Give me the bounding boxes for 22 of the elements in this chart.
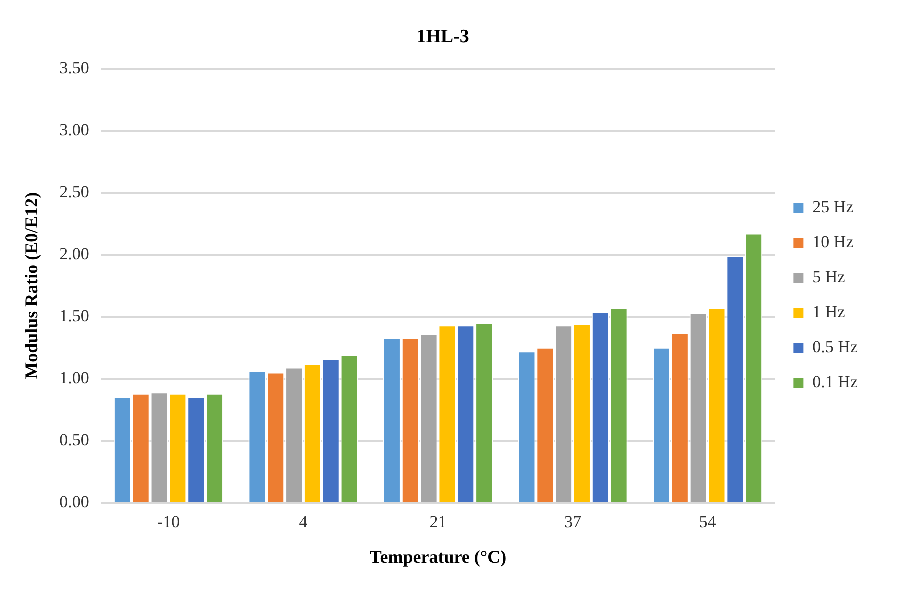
legend-label: 0.1 Hz — [812, 372, 858, 392]
legend-label: 1 Hz — [812, 302, 846, 322]
y-tick-label: 1.50 — [60, 306, 90, 326]
y-axis-title: Modulus Ratio (E0/E12) — [21, 192, 42, 380]
legend-label: 10 Hz — [812, 232, 854, 252]
legend-label: 25 Hz — [812, 197, 854, 216]
y-tick-label: 3.00 — [60, 120, 90, 140]
y-tick-label: 2.00 — [60, 244, 90, 264]
x-tick-label: -10 — [157, 512, 180, 532]
y-tick-label: 1.00 — [60, 368, 90, 388]
y-tick-label: 2.50 — [60, 182, 90, 202]
x-tick-label: 54 — [699, 512, 717, 532]
legend-label: 5 Hz — [812, 267, 846, 286]
x-axis-title: Temperature (°C) — [370, 546, 507, 567]
chart-title: 1HL-3 — [416, 26, 470, 48]
y-tick-label: 0.50 — [60, 430, 90, 450]
x-tick-label: 37 — [564, 512, 582, 532]
y-tick-label: 3.50 — [60, 58, 90, 78]
x-tick-label: 4 — [299, 512, 308, 532]
y-tick-label: 0.00 — [60, 492, 90, 512]
legend-label: 0.5 Hz — [812, 337, 858, 356]
x-tick-label: 21 — [430, 512, 447, 532]
